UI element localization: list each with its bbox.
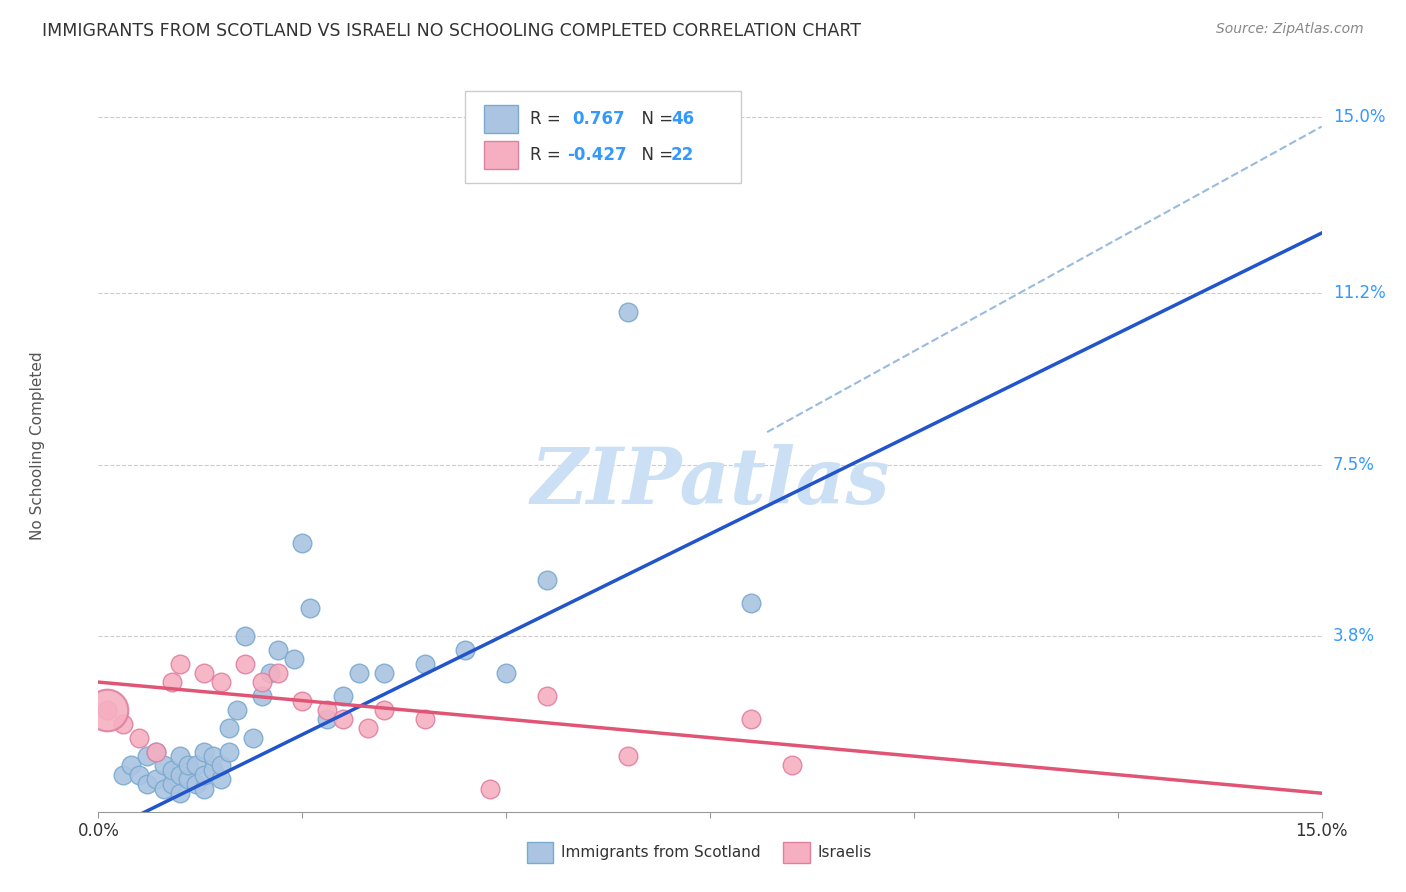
Point (169, 767, 191, 781)
Point (332, 689, 354, 703)
Point (218, 745, 240, 759)
Text: 7.5%: 7.5% (1333, 456, 1375, 474)
Text: R =: R = (530, 146, 567, 164)
Point (186, 777, 208, 791)
Point (193, 745, 215, 759)
Text: Source: ZipAtlas.com: Source: ZipAtlas.com (1216, 22, 1364, 37)
Point (413, 657, 436, 671)
Point (145, 745, 167, 759)
Text: N =: N = (630, 110, 678, 128)
Point (128, 767, 150, 781)
Text: 0.767: 0.767 (572, 110, 624, 128)
Text: 3.8%: 3.8% (1333, 627, 1375, 645)
Point (454, 642, 477, 657)
FancyBboxPatch shape (783, 842, 810, 863)
Point (152, 758, 174, 772)
Point (536, 574, 558, 588)
Point (413, 712, 436, 726)
Text: -0.427: -0.427 (567, 146, 627, 164)
Text: IMMIGRANTS FROM SCOTLAND VS ISRAELI NO SCHOOLING COMPLETED CORRELATION CHART: IMMIGRANTS FROM SCOTLAND VS ISRAELI NO S… (42, 22, 862, 40)
Point (315, 712, 337, 726)
Text: 22: 22 (671, 146, 695, 164)
Point (356, 722, 378, 736)
Point (226, 703, 249, 717)
Point (291, 693, 314, 707)
Point (111, 716, 134, 731)
Point (536, 689, 558, 703)
Point (160, 675, 183, 690)
Point (145, 745, 167, 759)
Point (740, 712, 762, 726)
Point (617, 304, 640, 318)
Point (193, 767, 215, 781)
FancyBboxPatch shape (465, 91, 741, 183)
Point (201, 749, 224, 764)
Point (299, 601, 322, 615)
Point (209, 772, 232, 787)
Point (177, 758, 200, 772)
Point (283, 652, 305, 666)
Point (120, 758, 142, 772)
Text: Immigrants from Scotland: Immigrants from Scotland (561, 846, 761, 860)
Point (186, 758, 208, 772)
Text: 46: 46 (671, 110, 695, 128)
Point (780, 758, 803, 772)
Point (169, 786, 191, 800)
Point (201, 763, 224, 777)
Point (259, 665, 281, 680)
Point (373, 665, 395, 680)
Point (740, 596, 762, 610)
Point (177, 772, 200, 787)
Point (242, 731, 264, 745)
FancyBboxPatch shape (484, 105, 517, 133)
Text: 11.2%: 11.2% (1333, 285, 1385, 302)
Point (218, 722, 240, 736)
Point (315, 703, 337, 717)
Point (193, 781, 215, 796)
Point (193, 665, 215, 680)
Point (136, 777, 159, 791)
Point (291, 536, 314, 550)
Point (111, 767, 134, 781)
Text: Israelis: Israelis (818, 846, 872, 860)
Text: 15.0%: 15.0% (1333, 108, 1385, 127)
Point (250, 675, 273, 690)
Point (617, 749, 640, 764)
Point (136, 749, 159, 764)
Point (478, 781, 501, 796)
Point (152, 781, 174, 796)
Point (267, 665, 290, 680)
Point (233, 657, 256, 671)
Point (332, 712, 354, 726)
Text: ZIPatlas: ZIPatlas (530, 444, 890, 521)
Point (96, 703, 118, 717)
Point (96, 703, 118, 717)
Point (495, 665, 517, 680)
Text: No Schooling Completed: No Schooling Completed (30, 351, 45, 541)
Point (145, 772, 167, 787)
Point (160, 777, 183, 791)
FancyBboxPatch shape (484, 141, 517, 169)
FancyBboxPatch shape (526, 842, 554, 863)
Text: R =: R = (530, 110, 571, 128)
Point (128, 731, 150, 745)
Point (250, 689, 273, 703)
Point (209, 758, 232, 772)
Point (267, 642, 290, 657)
Point (349, 665, 371, 680)
Point (160, 763, 183, 777)
Point (233, 629, 256, 643)
Text: N =: N = (630, 146, 678, 164)
Point (169, 657, 191, 671)
Point (373, 703, 395, 717)
Point (169, 749, 191, 764)
Point (209, 675, 232, 690)
